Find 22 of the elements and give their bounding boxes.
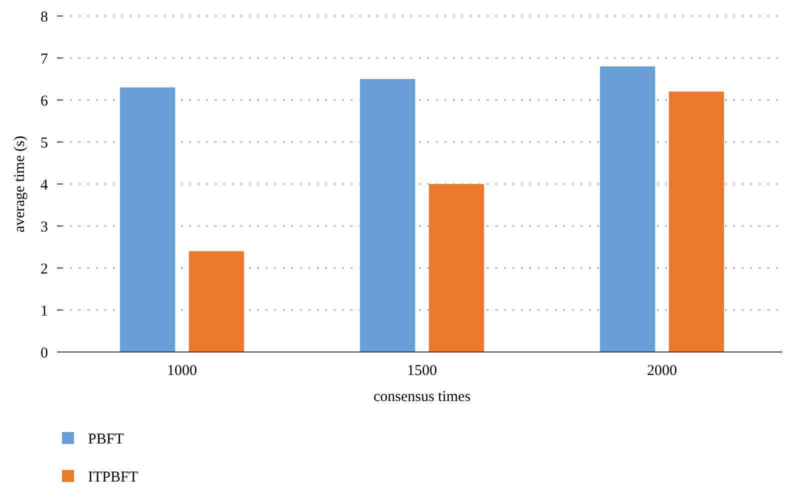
x-tick-label: 2000 — [647, 363, 677, 379]
x-tick-label: 1500 — [407, 363, 437, 379]
y-tick-label: 5 — [40, 135, 48, 152]
x-axis-title: consensus times — [373, 389, 471, 405]
y-tick-label: 0 — [40, 345, 48, 362]
legend-label: ITPBFT — [88, 469, 138, 483]
bar — [668, 92, 724, 352]
y-tick-label: 7 — [40, 51, 48, 68]
y-tick-label: 2 — [40, 261, 48, 278]
bar — [600, 66, 656, 352]
y-tick-label: 4 — [40, 177, 48, 194]
bar — [360, 79, 416, 352]
y-axis-title: average time (s) — [12, 136, 28, 232]
legend-label: PBFT — [88, 431, 124, 448]
y-tick-label: 8 — [40, 9, 48, 26]
x-tick-label: 1000 — [167, 363, 197, 379]
y-tick-label: 3 — [40, 219, 48, 236]
y-tick-label: 1 — [40, 303, 48, 320]
bar — [428, 184, 484, 352]
y-tick-label: 6 — [40, 93, 48, 110]
bar — [188, 251, 244, 352]
bar — [120, 87, 176, 352]
